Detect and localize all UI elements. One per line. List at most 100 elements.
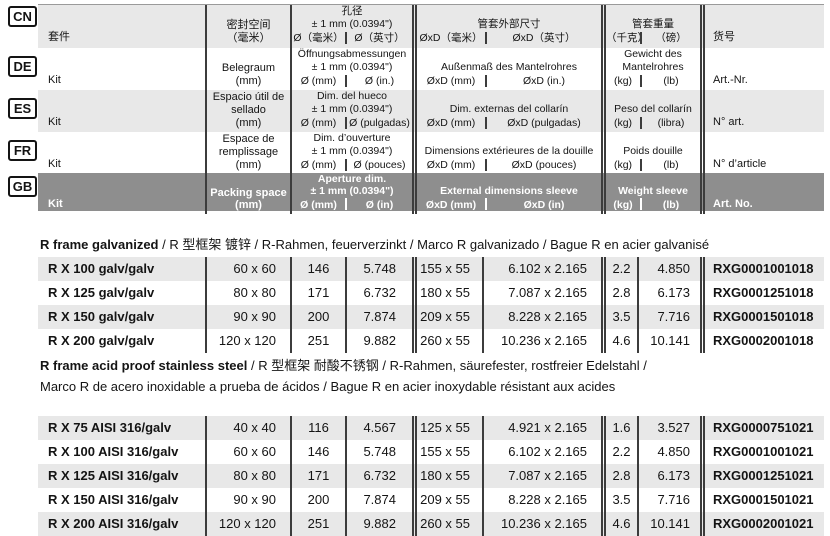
kit-header-label: 套件	[48, 31, 70, 43]
table-row: R X 150 AISI 316/galv 90 x 90 200 7.874 …	[38, 488, 824, 512]
sleeve-header-cell: External dimensions sleeve ØxD (mm) ØxD (…	[412, 173, 601, 214]
sleeve-dims-in-cell: 4.921 x 2.165	[482, 416, 601, 440]
weight-header-cell: Poids douille (kg) (lb)	[601, 132, 700, 175]
sleeve-title: External dimensions sleeve	[440, 185, 578, 197]
unit-divider	[485, 198, 487, 210]
weight-kg-unit: （千克）	[606, 32, 648, 44]
unit-divider	[640, 75, 642, 87]
weight-lb-cell: 3.527	[637, 416, 700, 440]
language-badge-de: DE	[8, 56, 37, 77]
section-title-translations: / R 型框架 耐酸不锈钢 / R-Rahmen, säurefester, r…	[40, 358, 647, 394]
header-row-de: Kit Belegraum (mm) Öffnungsabmessungen ±…	[38, 48, 824, 91]
section-title-stainless: R frame acid proof stainless steel / R 型…	[40, 355, 826, 397]
weight-title: Poids douille	[623, 145, 683, 157]
weight-kg-unit: (kg)	[613, 159, 633, 171]
weight-lb-cell: 7.716	[637, 305, 700, 329]
table-row: R X 100 AISI 316/galv 60 x 60 146 5.748 …	[38, 440, 824, 464]
packing-space-label: Belegraum (mm)	[221, 62, 276, 87]
sleeve-header-cell: Dimensions extérieures de la douille ØxD…	[412, 132, 601, 175]
weight-kg-cell: 2.2	[601, 440, 637, 464]
kit-name-cell: R X 150 galv/galv	[48, 309, 155, 324]
weight-header-cell: Peso del collarín (kg) (libra)	[601, 90, 700, 133]
sleeve-dims-mm-cell: 260 x 55	[412, 512, 482, 536]
aperture-tolerance: ± 1 mm (0.0394")	[310, 185, 394, 197]
weight-kg-cell: 4.6	[601, 329, 637, 353]
packing-space-header-cell: Espace de remplissage (mm)	[205, 132, 290, 175]
aperture-header-cell: Dim. d’ouverture ± 1 mm (0.0394") Ø (mm)…	[290, 132, 412, 175]
aperture-title: Dim. del hueco	[316, 90, 388, 102]
sleeve-dims-mm-cell: 155 x 55	[412, 257, 482, 281]
aperture-in-cell: 5.748	[345, 257, 412, 281]
packing-space-cell: 40 x 40	[205, 416, 290, 440]
packing-space-cell: 120 x 120	[205, 329, 290, 353]
aperture-in-cell: 5.748	[345, 440, 412, 464]
kit-name-cell: R X 200 AISI 316/galv	[48, 516, 179, 531]
section-title-galvanized: R frame galvanized / R 型框架 镀锌 / R-Rahmen…	[40, 234, 826, 255]
aperture-header-cell: 孔径 ± 1 mm (0.0394") Ø（毫米） Ø（英寸）	[290, 5, 412, 48]
weight-lb-cell: 6.173	[637, 464, 700, 488]
unit-divider	[640, 198, 642, 210]
aperture-mm-cell: 200	[290, 305, 345, 329]
header-row-gb: Kit Packing space (mm) Aperture dim. ± 1…	[38, 173, 824, 214]
packing-space-cell: 90 x 90	[205, 305, 290, 329]
aperture-mm-cell: 171	[290, 464, 345, 488]
kit-header-label: Kit	[48, 198, 63, 210]
aperture-title: Aperture dim.	[317, 173, 387, 185]
header-row-es: Kit Espacio útil de sellado (mm) Dim. de…	[38, 90, 824, 133]
kit-header-cell: 套件	[38, 5, 205, 48]
sleeve-header-cell: Außenmaß des Mantelrohres ØxD (mm) ØxD (i…	[412, 48, 601, 91]
unit-divider	[345, 159, 347, 171]
weight-lb-cell: 10.141	[637, 329, 700, 353]
weight-header-cell: Weight sleeve (kg) (lb)	[601, 173, 700, 214]
unit-divider	[345, 32, 347, 44]
unit-divider	[640, 159, 642, 171]
aperture-in-unit: Ø (pouces)	[353, 159, 406, 171]
sleeve-in-unit: ØxD (in.)	[523, 75, 565, 87]
art-no-cell: RXG0001251018	[700, 281, 824, 305]
weight-kg-cell: 3.5	[601, 305, 637, 329]
packing-space-cell: 60 x 60	[205, 440, 290, 464]
packing-space-cell: 120 x 120	[205, 512, 290, 536]
art-no-header-cell: N° d’article	[700, 132, 824, 175]
table-row: R X 125 AISI 316/galv 80 x 80 171 6.732 …	[38, 464, 824, 488]
aperture-in-cell: 9.882	[345, 512, 412, 536]
weight-kg-cell: 4.6	[601, 512, 637, 536]
weight-kg-unit: (kg)	[613, 75, 633, 87]
art-no-label: N° d’article	[713, 158, 767, 170]
kit-header-label: Kit	[48, 74, 61, 86]
aperture-mm-unit: Ø (mm)	[300, 199, 337, 211]
unit-divider	[640, 32, 642, 44]
weight-lb-cell: 4.850	[637, 440, 700, 464]
art-no-header-cell: Art. No.	[700, 173, 824, 214]
aperture-mm-cell: 200	[290, 488, 345, 512]
art-no-header-cell: N° art.	[700, 90, 824, 133]
aperture-title: 孔径	[341, 5, 363, 17]
aperture-mm-cell: 116	[290, 416, 345, 440]
table-row: R X 75 AISI 316/galv 40 x 40 116 4.567 1…	[38, 416, 824, 440]
sleeve-dims-mm-cell: 125 x 55	[412, 416, 482, 440]
art-no-label: N° art.	[713, 116, 745, 128]
unit-divider	[485, 75, 487, 87]
art-no-cell: RXG0002001021	[700, 512, 824, 536]
sleeve-dims-mm-cell: 260 x 55	[412, 329, 482, 353]
sleeve-mm-unit: ØxD (mm)	[426, 117, 476, 129]
sleeve-dims-in-cell: 8.228 x 2.165	[482, 488, 601, 512]
kit-header-cell: Kit	[38, 90, 205, 133]
unit-divider	[485, 159, 487, 171]
galvanized-frames-table: R X 100 galv/galv 60 x 60 146 5.748 155 …	[38, 257, 824, 353]
aperture-header-cell: Öffnungsabmessungen ± 1 mm (0.0394") Ø (…	[290, 48, 412, 91]
header-row-fr: Kit Espace de remplissage (mm) Dim. d’ou…	[38, 132, 824, 175]
art-no-cell: RXG0001251021	[700, 464, 824, 488]
packing-space-label: Packing space (mm)	[210, 187, 287, 211]
aperture-mm-unit: Ø (mm)	[300, 75, 337, 87]
art-no-cell: RXG0000751021	[700, 416, 824, 440]
sleeve-dims-in-cell: 7.087 x 2.165	[482, 464, 601, 488]
aperture-in-cell: 6.732	[345, 281, 412, 305]
aperture-mm-cell: 251	[290, 512, 345, 536]
packing-space-cell: 90 x 90	[205, 488, 290, 512]
aperture-in-unit: Ø (pulgadas)	[349, 117, 410, 129]
section-title-bold: R frame galvanized	[40, 237, 159, 252]
unit-divider	[345, 75, 347, 87]
table-row: R X 200 AISI 316/galv 120 x 120 251 9.88…	[38, 512, 824, 536]
unit-divider	[485, 117, 487, 129]
